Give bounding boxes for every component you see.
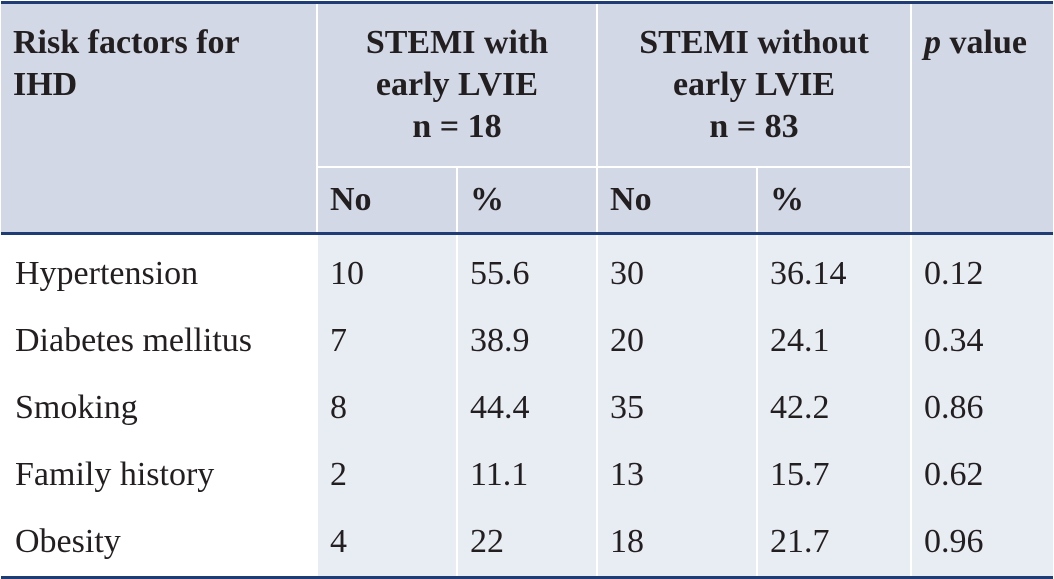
header-without-line2: early LVIE [672, 66, 836, 103]
header-risk-factors: Risk factors for IHD [1, 2, 317, 233]
header-with-pct: % [455, 165, 598, 233]
cell-with-no: 10 [316, 233, 457, 308]
table-row: Family history 2 11.1 13 15.7 0.62 [1, 441, 1054, 509]
cell-with-pct: 55.6 [455, 233, 598, 308]
cell-with-no: 7 [316, 307, 457, 375]
row-factor: Smoking [1, 374, 317, 442]
header-without-no: No [596, 165, 758, 233]
cell-p-value: 0.62 [910, 441, 1054, 509]
table-body: Hypertension 10 55.6 30 36.14 0.12 Diabe… [1, 233, 1054, 577]
cell-without-pct: 21.7 [756, 508, 912, 577]
cell-p-value: 0.34 [910, 307, 1054, 375]
header-with-line2: early LVIE [375, 66, 539, 103]
cell-without-no: 20 [596, 307, 758, 375]
header-with-line3: n = 18 [412, 108, 502, 145]
cell-p-value: 0.96 [910, 508, 1054, 577]
cell-with-no: 2 [316, 441, 457, 509]
header-row-subcolumns: No % No % [1, 165, 1053, 233]
cell-with-pct: 38.9 [455, 307, 598, 375]
header-without-line3: n = 83 [709, 108, 799, 145]
cell-without-pct: 15.7 [756, 441, 912, 509]
header-with-no: No [316, 165, 457, 233]
cell-with-pct: 22 [455, 508, 598, 577]
cell-with-pct: 11.1 [455, 441, 598, 509]
cell-without-pct: 24.1 [756, 307, 912, 375]
header-without-pct: % [756, 165, 912, 233]
row-factor: Hypertension [1, 233, 317, 308]
cell-without-pct: 42.2 [756, 374, 912, 442]
cell-without-pct: 36.14 [756, 233, 912, 308]
cell-without-no: 18 [596, 508, 758, 577]
header-row-groups: Risk factors for IHD STEMI with early LV… [1, 2, 1054, 233]
header-stemi-without-lvie: STEMI without early LVIE n = 83 [596, 2, 912, 167]
table-row: Diabetes mellitus 7 38.9 20 24.1 0.34 [1, 307, 1054, 375]
cell-with-no: 8 [316, 374, 457, 442]
cell-with-no: 4 [316, 508, 457, 577]
cell-with-pct: 44.4 [455, 374, 598, 442]
header-with-line1: STEMI with [365, 24, 549, 61]
table-row: Obesity 4 22 18 21.7 0.96 [1, 508, 1054, 577]
cell-p-value: 0.86 [910, 374, 1054, 442]
cell-p-value: 0.12 [910, 233, 1054, 308]
header-p-rest: value [941, 24, 1027, 61]
cell-without-no: 35 [596, 374, 758, 442]
table-header: Risk factors for IHD STEMI with early LV… [1, 2, 1054, 233]
header-stemi-with-lvie: STEMI with early LVIE n = 18 [315, 2, 598, 167]
row-factor: Family history [1, 441, 317, 509]
header-p-value: p value [910, 2, 1054, 233]
header-p-letter: p [924, 24, 942, 61]
header-without-line1: STEMI without [639, 24, 869, 61]
row-factor: Diabetes mellitus [1, 307, 317, 375]
row-factor: Obesity [1, 508, 317, 577]
cell-without-no: 30 [596, 233, 758, 308]
table-row: Hypertension 10 55.6 30 36.14 0.12 [1, 233, 1054, 308]
cell-without-no: 13 [596, 441, 758, 509]
table-row: Smoking 8 44.4 35 42.2 0.86 [1, 374, 1054, 442]
